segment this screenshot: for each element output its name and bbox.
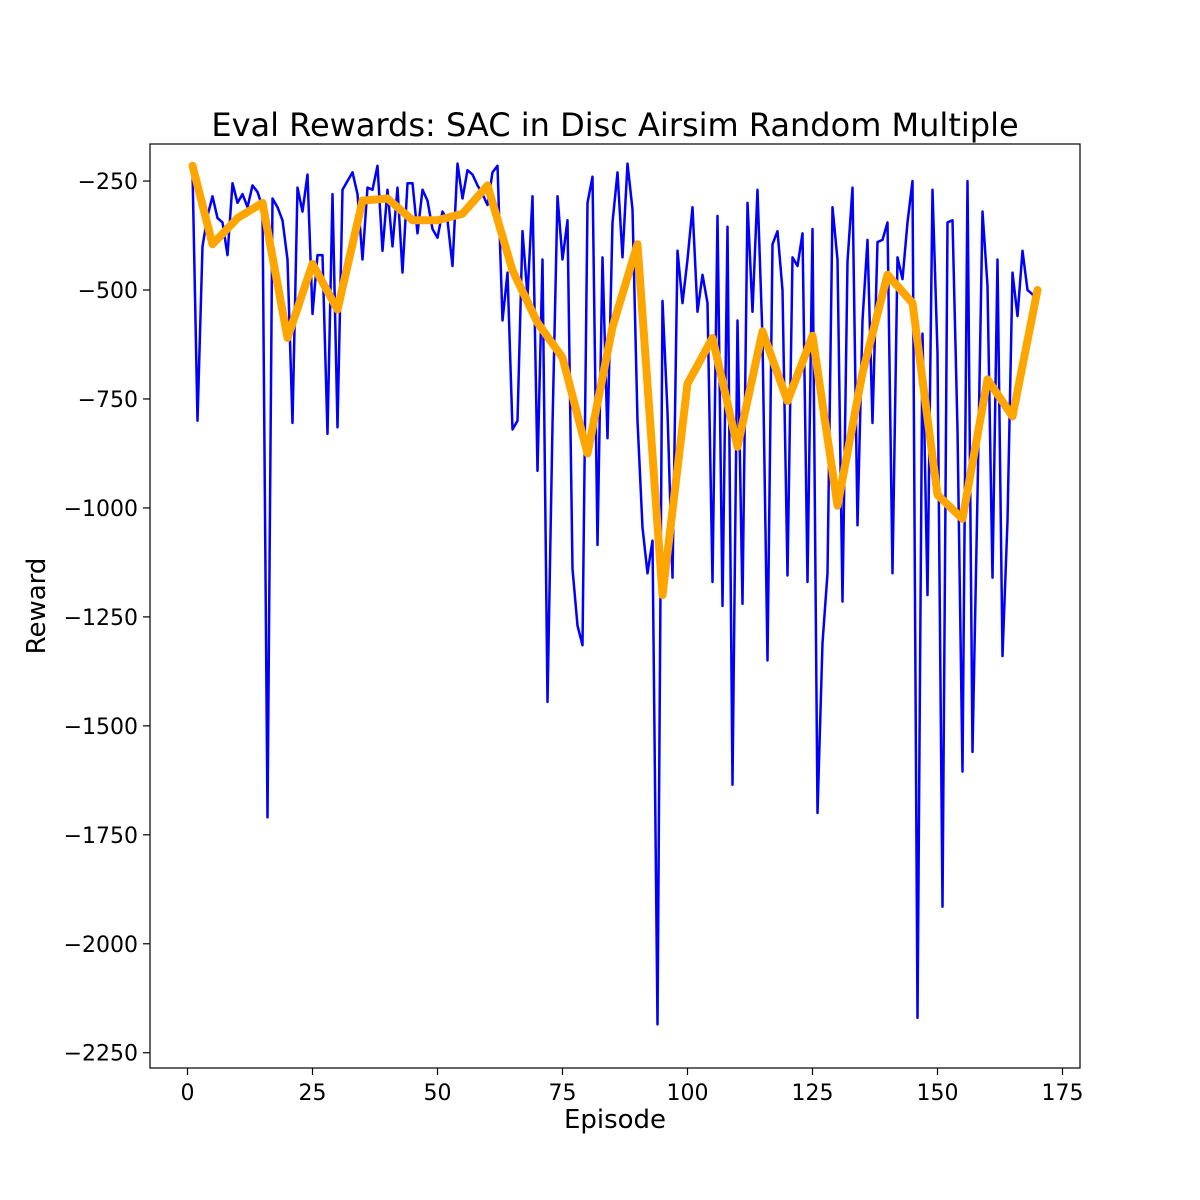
y-tick-label: −1000 — [64, 497, 138, 522]
y-tick-label: −1750 — [64, 824, 138, 849]
chart-title: Eval Rewards: SAC in Disc Airsim Random … — [211, 106, 1018, 144]
y-tick-label: −1500 — [64, 715, 138, 740]
series-layer — [188, 161, 1042, 1026]
series-line-raw — [191, 162, 1039, 1026]
x-tick-label: 0 — [181, 1081, 195, 1106]
x-tick-label: 25 — [299, 1081, 327, 1106]
series-line-smoothed — [188, 161, 1042, 600]
x-tick-label: 50 — [424, 1081, 452, 1106]
y-tick-label: −500 — [78, 279, 138, 304]
y-tick-label: −250 — [78, 170, 138, 195]
y-tick-label: −2250 — [64, 1042, 138, 1067]
x-tick-label: 150 — [917, 1081, 959, 1106]
x-axis: 0 25 50 75 100 125 150 175 — [181, 1068, 1084, 1106]
x-axis-label: Episode — [564, 1105, 666, 1135]
x-tick-label: 100 — [667, 1081, 709, 1106]
y-tick-label: −1250 — [64, 606, 138, 631]
plot-area-frame — [149, 143, 1081, 1069]
x-tick-label: 175 — [1042, 1081, 1084, 1106]
x-tick-label: 75 — [549, 1081, 577, 1106]
x-tick-label: 125 — [792, 1081, 834, 1106]
y-axis: −250 −500 −750 −1000 −1250 −1500 −1750 −2000 −22… — [64, 170, 150, 1067]
y-tick-label: −750 — [78, 388, 138, 413]
y-tick-label: −2000 — [64, 933, 138, 958]
y-axis-label: Reward — [22, 558, 52, 655]
